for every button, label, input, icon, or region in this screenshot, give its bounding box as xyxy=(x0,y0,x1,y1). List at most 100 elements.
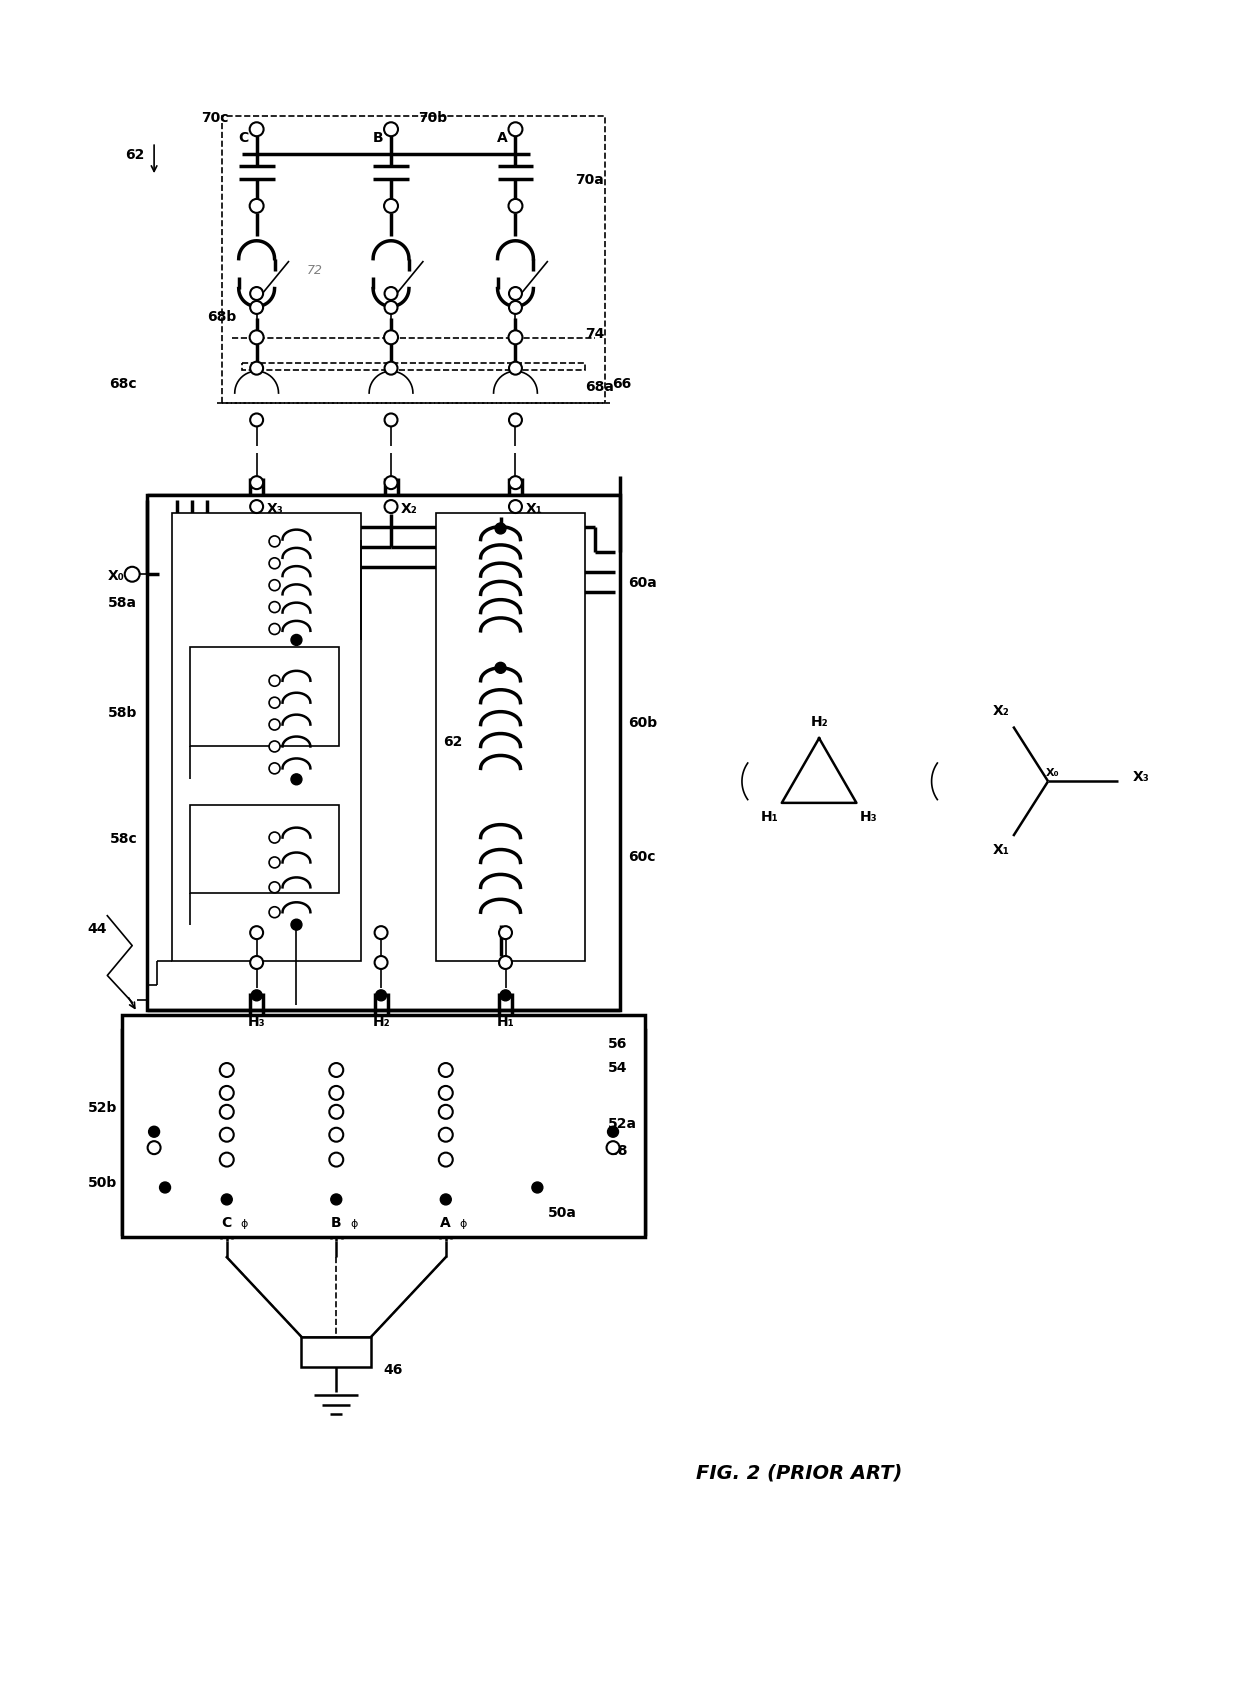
Bar xyxy=(148,1036,620,1230)
Circle shape xyxy=(219,1063,233,1077)
Circle shape xyxy=(269,881,280,893)
Text: H₃: H₃ xyxy=(859,810,877,823)
Bar xyxy=(190,805,340,893)
Text: 58b: 58b xyxy=(108,706,138,720)
Circle shape xyxy=(269,907,280,919)
Text: 52a: 52a xyxy=(608,1118,637,1131)
Text: X₂: X₂ xyxy=(401,502,418,515)
Text: 44: 44 xyxy=(88,922,108,936)
Text: 46: 46 xyxy=(383,1363,403,1376)
Circle shape xyxy=(532,1182,543,1192)
Text: 68b: 68b xyxy=(207,310,237,325)
Circle shape xyxy=(508,287,522,299)
Text: ϕ: ϕ xyxy=(350,1220,357,1230)
Circle shape xyxy=(439,1063,453,1077)
Bar xyxy=(301,1337,371,1366)
Circle shape xyxy=(249,199,264,213)
Text: 74: 74 xyxy=(585,327,605,342)
Text: C: C xyxy=(222,1216,232,1230)
Circle shape xyxy=(376,990,387,1000)
Circle shape xyxy=(269,697,280,708)
Circle shape xyxy=(149,1126,160,1138)
Text: B: B xyxy=(331,1216,341,1230)
Circle shape xyxy=(440,1194,451,1204)
Circle shape xyxy=(252,990,262,1000)
Circle shape xyxy=(250,413,263,427)
Text: 70b: 70b xyxy=(418,111,448,126)
Text: 62: 62 xyxy=(443,735,463,750)
Text: H₃: H₃ xyxy=(248,1015,265,1029)
Circle shape xyxy=(384,199,398,213)
Circle shape xyxy=(384,122,398,136)
Text: 60b: 60b xyxy=(627,716,657,730)
Text: A: A xyxy=(497,131,507,145)
Circle shape xyxy=(291,634,301,645)
Circle shape xyxy=(508,122,522,136)
Circle shape xyxy=(495,662,506,674)
Circle shape xyxy=(508,500,522,514)
Bar xyxy=(148,495,620,1010)
Circle shape xyxy=(330,1153,343,1167)
Circle shape xyxy=(384,330,398,344)
Circle shape xyxy=(249,122,264,136)
Text: 68a: 68a xyxy=(585,379,614,395)
Circle shape xyxy=(250,301,263,315)
Circle shape xyxy=(331,1194,342,1204)
Circle shape xyxy=(269,536,280,546)
Text: X₃: X₃ xyxy=(267,502,284,515)
Bar xyxy=(123,1031,645,1235)
Circle shape xyxy=(384,301,398,315)
Text: 48: 48 xyxy=(608,1143,627,1158)
Text: X₁: X₁ xyxy=(993,844,1009,857)
Circle shape xyxy=(439,1106,453,1119)
Circle shape xyxy=(498,925,512,939)
Circle shape xyxy=(219,1085,233,1101)
Circle shape xyxy=(269,762,280,774)
Text: 70a: 70a xyxy=(575,174,604,187)
Text: X₂: X₂ xyxy=(993,704,1009,718)
Circle shape xyxy=(250,476,263,490)
Circle shape xyxy=(165,1148,249,1232)
Text: 68c: 68c xyxy=(109,378,138,391)
Circle shape xyxy=(508,476,522,490)
Circle shape xyxy=(269,602,280,612)
Bar xyxy=(435,512,585,961)
Text: X₃: X₃ xyxy=(1132,771,1149,784)
Circle shape xyxy=(508,199,522,213)
Circle shape xyxy=(291,919,301,930)
Text: 60c: 60c xyxy=(627,850,656,864)
Text: A: A xyxy=(440,1216,451,1230)
Circle shape xyxy=(125,566,140,582)
Text: 66: 66 xyxy=(613,378,631,391)
Text: 54: 54 xyxy=(608,1061,627,1075)
Circle shape xyxy=(221,1194,232,1204)
Text: 62: 62 xyxy=(125,148,144,162)
Circle shape xyxy=(330,1106,343,1119)
Circle shape xyxy=(384,476,398,490)
Text: H₁: H₁ xyxy=(497,1015,515,1029)
Text: X₁: X₁ xyxy=(526,502,542,515)
Text: 58a: 58a xyxy=(108,595,138,611)
Circle shape xyxy=(249,330,264,344)
Circle shape xyxy=(374,956,388,970)
Text: FIG. 2 (PRIOR ART): FIG. 2 (PRIOR ART) xyxy=(696,1463,903,1482)
Circle shape xyxy=(439,1085,453,1101)
Circle shape xyxy=(219,1128,233,1141)
Circle shape xyxy=(269,558,280,568)
Circle shape xyxy=(291,774,301,784)
Circle shape xyxy=(250,925,263,939)
Circle shape xyxy=(508,301,522,315)
Text: H₂: H₂ xyxy=(372,1015,389,1029)
Bar xyxy=(242,364,585,371)
Circle shape xyxy=(384,287,398,299)
Text: 72: 72 xyxy=(306,264,322,277)
Text: 50a: 50a xyxy=(548,1206,577,1220)
Text: B: B xyxy=(372,131,383,145)
Circle shape xyxy=(330,1128,343,1141)
Circle shape xyxy=(606,1141,620,1155)
Circle shape xyxy=(495,522,506,534)
Circle shape xyxy=(384,500,398,514)
Bar xyxy=(190,646,340,747)
Circle shape xyxy=(330,1063,343,1077)
Circle shape xyxy=(269,624,280,634)
